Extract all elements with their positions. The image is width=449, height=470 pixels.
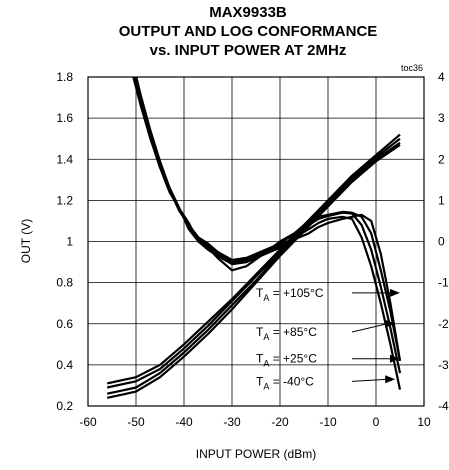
conformance-series-line-8 <box>135 77 402 361</box>
y2-tick-label: -1 <box>438 276 449 290</box>
legend-label-3: TA = +25°C <box>256 352 317 369</box>
y-tick-label: 1.2 <box>56 193 73 207</box>
output-series-line-2 <box>106 137 401 389</box>
legend-arrow-head-1 <box>390 288 400 297</box>
x-axis-label: INPUT POWER (dBm) <box>196 447 316 461</box>
legend-arrow-line-2 <box>351 323 388 333</box>
y2-tick-label: 1 <box>438 193 445 207</box>
output-series-line-1 <box>106 133 401 385</box>
y2-tick-label: -3 <box>438 358 449 372</box>
y-tick-label: 0.6 <box>56 317 73 331</box>
y-tick-label: 0.8 <box>56 276 73 290</box>
conformance-series-line-6 <box>133 77 402 374</box>
output-series-line-4 <box>106 143 401 399</box>
y2-tick-label: -4 <box>438 399 449 413</box>
chart-title-line-1: MAX9933B <box>209 4 287 21</box>
legend-label-1: TA = +105°C <box>256 286 324 303</box>
chart-title-line-2: OUTPUT AND LOG CONFORMANCE <box>119 23 378 40</box>
y-tick-label: 0.2 <box>56 399 73 413</box>
plot-frame <box>87 76 425 407</box>
y-tick-label: 1.4 <box>56 152 73 166</box>
y-tick-label: 0.4 <box>56 358 73 372</box>
y2-tick-label: 4 <box>438 70 445 84</box>
y-tick-label: 1.8 <box>56 70 73 84</box>
x-tick-label: -40 <box>175 415 193 429</box>
y2-tick-label: -2 <box>438 317 449 331</box>
y2-tick-label: 0 <box>438 235 445 249</box>
x-tick-label: -10 <box>319 415 337 429</box>
series-group <box>106 77 402 399</box>
x-tick-labels: -60 -50 -40 -30 -20 -10 0 10 <box>79 415 431 429</box>
legend-arrow-head-4 <box>385 375 396 384</box>
chart-title-line-3: vs. INPUT POWER AT 2MHz <box>150 42 347 59</box>
x-tick-label: -20 <box>271 415 289 429</box>
legend-label-4: TA = -40°C <box>256 374 314 391</box>
legend-label-2: TA = +85°C <box>256 325 317 342</box>
x-tick-label: -50 <box>127 415 145 429</box>
y2-tick-label: 2 <box>438 152 445 166</box>
y-tick-labels: 0.2 0.4 0.6 0.8 1 1.2 1.4 1.6 1.8 <box>56 70 73 413</box>
legend-arrow-head-3 <box>390 354 400 363</box>
y-tick-label: 1 <box>66 235 73 249</box>
y-tick-label: 1.6 <box>56 111 73 125</box>
output-series-line-3 <box>106 141 401 395</box>
x-tick-label: -30 <box>223 415 241 429</box>
annotation-group: TA = +105°C TA = +85°C TA = +25°C TA = -40°… <box>256 286 400 391</box>
x-tick-label: 0 <box>373 415 380 429</box>
y2-tick-labels: -4 -3 -2 -1 0 1 2 3 4 <box>438 70 449 413</box>
y-axis-label: OUT (V) <box>19 219 33 263</box>
x-tick-label: -60 <box>79 415 97 429</box>
chart-tag: toc36 <box>401 63 423 73</box>
legend-arrow-line-4 <box>351 378 388 382</box>
y2-tick-label: 3 <box>438 111 445 125</box>
legend-arrow-head-2 <box>385 319 396 328</box>
x-tick-label: 10 <box>417 415 431 429</box>
